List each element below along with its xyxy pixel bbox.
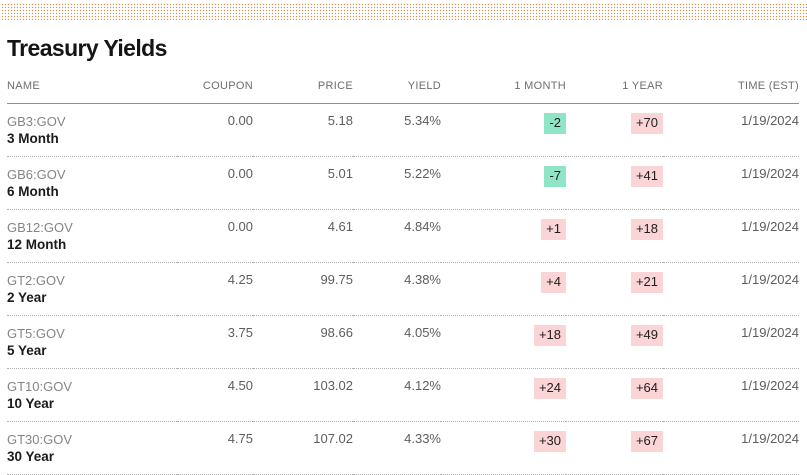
column-header-1-month: 1 MONTH [441, 72, 566, 105]
one-month-change-badge: +1 [541, 219, 566, 241]
column-header-price: PRICE [253, 72, 353, 105]
price-cell: 98.66 [253, 315, 353, 370]
page-title: Treasury Yields [7, 35, 167, 61]
yield-cell: 4.84% [353, 209, 441, 264]
yield-cell: 4.05% [353, 315, 441, 370]
security-ticker-link[interactable]: GT30:GOV [7, 432, 73, 448]
name-cell: GB6:GOV 6 Month [7, 156, 177, 211]
price-cell: 107.02 [253, 421, 353, 475]
one-year-change-cell: +49 [566, 315, 663, 370]
one-month-change-badge: +30 [533, 431, 566, 453]
one-month-change-cell: -7 [441, 156, 566, 211]
one-year-change-badge: +64 [630, 378, 663, 400]
one-month-change-badge: -7 [544, 166, 566, 188]
column-header-name: NAME [7, 72, 177, 105]
yield-cell: 4.38% [353, 262, 441, 317]
coupon-cell: 0.00 [177, 103, 253, 158]
one-year-change-badge: +67 [630, 431, 663, 453]
one-year-change-cell: +67 [566, 421, 663, 475]
security-ticker-link[interactable]: GB6:GOV [7, 167, 66, 183]
security-tenor-label: 6 Month [7, 184, 59, 200]
price-cell: 5.18 [253, 103, 353, 158]
security-ticker-link[interactable]: GT5:GOV [7, 326, 65, 342]
one-month-change-cell: -2 [441, 103, 566, 158]
security-ticker-link[interactable]: GT10:GOV [7, 379, 73, 395]
coupon-cell: 0.00 [177, 209, 253, 264]
table-body: GB3:GOV 3 Month 0.00 5.18 5.34% -2 +70 1… [7, 103, 799, 475]
one-year-change-cell: +18 [566, 209, 663, 264]
price-cell: 103.02 [253, 368, 353, 423]
coupon-cell: 4.75 [177, 421, 253, 475]
one-year-change-badge: +41 [630, 166, 663, 188]
security-tenor-label: 5 Year [7, 343, 47, 359]
coupon-cell: 4.50 [177, 368, 253, 423]
table-row: GB12:GOV 12 Month 0.00 4.61 4.84% +1 +18… [7, 209, 799, 264]
security-tenor-label: 2 Year [7, 290, 47, 306]
table-row: GT30:GOV 30 Year 4.75 107.02 4.33% +30 +… [7, 421, 799, 475]
table-row: GT10:GOV 10 Year 4.50 103.02 4.12% +24 +… [7, 368, 799, 423]
one-year-change-badge: +18 [630, 219, 663, 241]
one-year-change-cell: +21 [566, 262, 663, 317]
one-month-change-cell: +4 [441, 262, 566, 317]
security-ticker-link[interactable]: GT2:GOV [7, 273, 65, 289]
one-month-change-cell: +30 [441, 421, 566, 475]
one-month-change-cell: +18 [441, 315, 566, 370]
price-cell: 4.61 [253, 209, 353, 264]
security-tenor-label: 30 Year [7, 449, 55, 465]
time-cell: 1/19/2024 [663, 421, 799, 475]
coupon-cell: 0.00 [177, 156, 253, 211]
time-cell: 1/19/2024 [663, 156, 799, 211]
one-month-change-badge: +24 [533, 378, 566, 400]
name-cell: GB12:GOV 12 Month [7, 209, 177, 264]
one-month-change-badge: +18 [533, 325, 566, 347]
table-header-row: NAME COUPON PRICE YIELD 1 MONTH 1 YEAR T… [7, 72, 799, 105]
table-row: GT5:GOV 5 Year 3.75 98.66 4.05% +18 +49 … [7, 315, 799, 370]
name-cell: GT5:GOV 5 Year [7, 315, 177, 370]
time-cell: 1/19/2024 [663, 103, 799, 158]
one-month-change-cell: +1 [441, 209, 566, 264]
column-header-time-est: TIME (EST) [663, 72, 799, 105]
time-cell: 1/19/2024 [663, 262, 799, 317]
price-cell: 5.01 [253, 156, 353, 211]
coupon-cell: 3.75 [177, 315, 253, 370]
table-row: GT2:GOV 2 Year 4.25 99.75 4.38% +4 +21 1… [7, 262, 799, 317]
one-month-change-cell: +24 [441, 368, 566, 423]
treasury-yields-table: NAME COUPON PRICE YIELD 1 MONTH 1 YEAR T… [7, 72, 799, 475]
one-year-change-cell: +64 [566, 368, 663, 423]
yield-cell: 5.22% [353, 156, 441, 211]
table-row: GB6:GOV 6 Month 0.00 5.01 5.22% -7 +41 1… [7, 156, 799, 211]
name-cell: GT30:GOV 30 Year [7, 421, 177, 475]
security-ticker-link[interactable]: GB12:GOV [7, 220, 73, 236]
yield-cell: 4.33% [353, 421, 441, 475]
name-cell: GB3:GOV 3 Month [7, 103, 177, 158]
table-row: GB3:GOV 3 Month 0.00 5.18 5.34% -2 +70 1… [7, 103, 799, 158]
column-header-1-year: 1 YEAR [566, 72, 663, 105]
time-cell: 1/19/2024 [663, 368, 799, 423]
one-year-change-badge: +21 [630, 272, 663, 294]
coupon-cell: 4.25 [177, 262, 253, 317]
security-ticker-link[interactable]: GB3:GOV [7, 114, 66, 130]
security-tenor-label: 12 Month [7, 237, 67, 253]
time-cell: 1/19/2024 [663, 209, 799, 264]
column-header-yield: YIELD [353, 72, 441, 105]
name-cell: GT2:GOV 2 Year [7, 262, 177, 317]
price-cell: 99.75 [253, 262, 353, 317]
time-cell: 1/19/2024 [663, 315, 799, 370]
column-header-coupon: COUPON [177, 72, 253, 105]
security-tenor-label: 3 Month [7, 131, 59, 147]
security-tenor-label: 10 Year [7, 396, 55, 412]
name-cell: GT10:GOV 10 Year [7, 368, 177, 423]
dotted-divider-band [0, 2, 807, 20]
one-month-change-badge: +4 [541, 272, 566, 294]
one-year-change-badge: +70 [630, 113, 663, 135]
one-year-change-cell: +41 [566, 156, 663, 211]
one-year-change-badge: +49 [630, 325, 663, 347]
yield-cell: 4.12% [353, 368, 441, 423]
one-month-change-badge: -2 [544, 113, 566, 135]
content-area: Treasury Yields NAME COUPON PRICE YIELD … [0, 36, 807, 475]
one-year-change-cell: +70 [566, 103, 663, 158]
yield-cell: 5.34% [353, 103, 441, 158]
